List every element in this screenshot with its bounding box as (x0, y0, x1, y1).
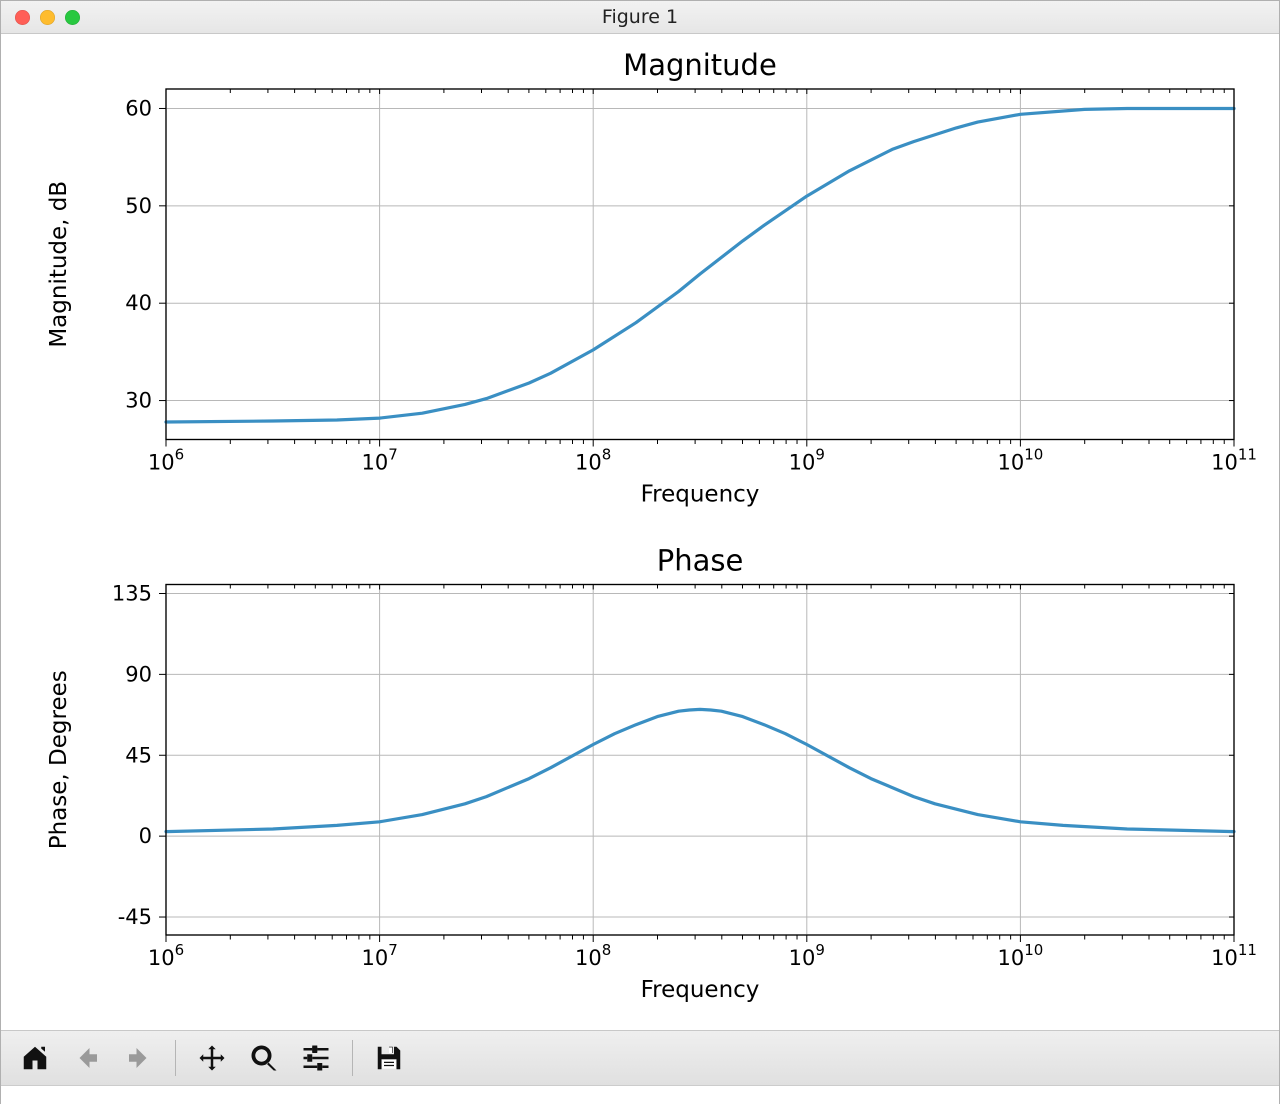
svg-text:Frequency: Frequency (641, 977, 760, 1003)
home-icon[interactable] (13, 1036, 57, 1080)
toolbar-separator (352, 1040, 353, 1076)
figure-canvas[interactable]: 106 107 108 109 1010 1011 30 40 50 60 Magnitude Fre… (1, 34, 1279, 1030)
svg-text:1011: 1011 (1211, 941, 1257, 970)
maximize-icon[interactable] (65, 10, 80, 25)
window-title: Figure 1 (1, 6, 1279, 28)
back-icon[interactable] (65, 1036, 109, 1080)
svg-text:40: 40 (125, 291, 152, 315)
svg-text:50: 50 (125, 194, 152, 218)
status-bar (1, 1085, 1279, 1104)
svg-text:60: 60 (125, 96, 152, 120)
svg-text:1011: 1011 (1211, 446, 1257, 475)
svg-text:106: 106 (148, 941, 184, 970)
svg-text:Magnitude, dB: Magnitude, dB (46, 181, 72, 348)
svg-text:Phase, Degrees: Phase, Degrees (46, 670, 72, 849)
forward-icon[interactable] (117, 1036, 161, 1080)
svg-text:0: 0 (139, 824, 152, 848)
svg-text:109: 109 (789, 446, 825, 475)
svg-text:135: 135 (112, 581, 152, 605)
toolbar-separator (175, 1040, 176, 1076)
svg-text:Phase: Phase (657, 544, 744, 578)
svg-text:108: 108 (575, 446, 611, 475)
titlebar: Figure 1 (1, 1, 1279, 34)
zoom-icon[interactable] (242, 1036, 286, 1080)
svg-text:Magnitude: Magnitude (623, 48, 777, 82)
minimize-icon[interactable] (40, 10, 55, 25)
svg-text:90: 90 (125, 662, 152, 686)
svg-text:45: 45 (125, 743, 152, 767)
save-icon[interactable] (367, 1036, 411, 1080)
svg-text:106: 106 (148, 446, 184, 475)
subplots-icon[interactable] (294, 1036, 338, 1080)
svg-text:107: 107 (361, 941, 397, 970)
svg-text:1010: 1010 (997, 446, 1043, 475)
svg-text:Frequency: Frequency (641, 482, 760, 508)
svg-text:107: 107 (361, 446, 397, 475)
pan-icon[interactable] (190, 1036, 234, 1080)
svg-text:-45: -45 (118, 905, 152, 929)
figure-area[interactable]: 106 107 108 109 1010 1011 30 40 50 60 Magnitude Fre… (1, 34, 1279, 1030)
svg-text:30: 30 (125, 389, 152, 413)
svg-text:1010: 1010 (997, 941, 1043, 970)
traffic-lights (15, 10, 80, 25)
close-icon[interactable] (15, 10, 30, 25)
navigation-toolbar (1, 1030, 1279, 1085)
svg-text:109: 109 (789, 941, 825, 970)
svg-text:108: 108 (575, 941, 611, 970)
figure-window: Figure 1 106 107 108 109 1010 1011 30 40 50 60 Mag… (0, 0, 1280, 1104)
